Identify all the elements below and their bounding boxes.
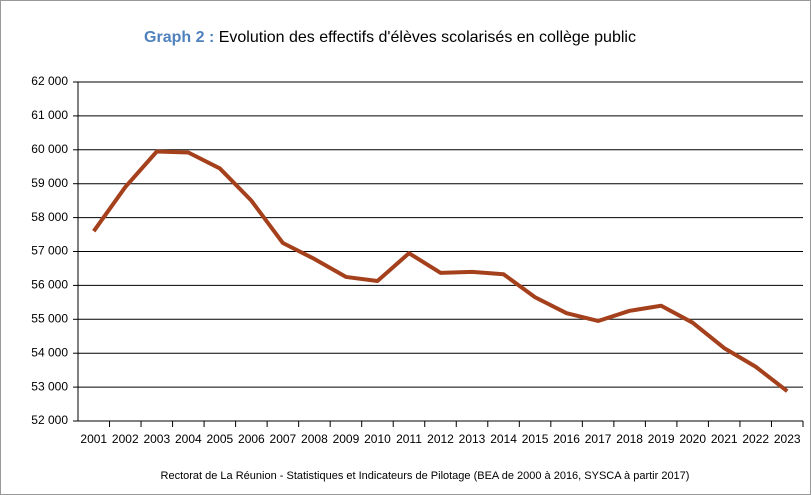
data-line: [92, 149, 789, 393]
x-tick-label: 2013: [459, 432, 486, 446]
x-tick-label: 2001: [80, 432, 107, 446]
x-tick-label: 2022: [742, 432, 769, 446]
x-tick-label: 2006: [238, 432, 265, 446]
x-tick-label: 2011: [396, 432, 422, 446]
y-tick-label: 61 000: [31, 108, 68, 122]
x-tick-label: 2010: [364, 432, 391, 446]
x-tick-label: 2023: [774, 432, 801, 446]
x-tick-label: 2002: [112, 432, 139, 446]
x-tick-label: 2021: [711, 432, 738, 446]
y-tick-label: 53 000: [31, 379, 68, 393]
x-tick-label: 2003: [143, 432, 170, 446]
chart-title: Graph 2 : Evolution des effectifs d'élèv…: [144, 29, 636, 46]
y-tick-label: 57 000: [31, 244, 68, 258]
y-tick-label: 55 000: [31, 311, 68, 325]
x-tick-label: 2008: [301, 432, 328, 446]
title-text: Evolution des effectifs d'élèves scolari…: [219, 29, 636, 46]
x-tick-label: 2019: [648, 432, 675, 446]
source-note: Rectorat de La Réunion - Statistiques et…: [161, 470, 690, 482]
x-tick-label: 2016: [553, 432, 580, 446]
x-tick-label: 2018: [616, 432, 643, 446]
y-tick-label: 59 000: [31, 176, 68, 190]
x-tick-label: 2005: [206, 432, 233, 446]
x-tick-label: 2009: [333, 432, 360, 446]
y-tick-label: 58 000: [31, 210, 68, 224]
x-tick-label: 2004: [175, 432, 202, 446]
x-tick-label: 2014: [490, 432, 517, 446]
y-tick-label: 52 000: [31, 413, 68, 427]
x-tick-label: 2017: [585, 432, 612, 446]
y-tick-label: 54 000: [31, 345, 68, 359]
x-tick-label: 2020: [679, 432, 706, 446]
x-tick-label: 2015: [522, 432, 549, 446]
x-tick-label: 2012: [427, 432, 454, 446]
y-tick-label: 56 000: [31, 278, 68, 292]
y-tick-label: 62 000: [31, 74, 68, 88]
x-tick-label: 2007: [270, 432, 297, 446]
title-label: Graph 2 :: [144, 29, 214, 46]
y-tick-label: 60 000: [31, 142, 68, 156]
